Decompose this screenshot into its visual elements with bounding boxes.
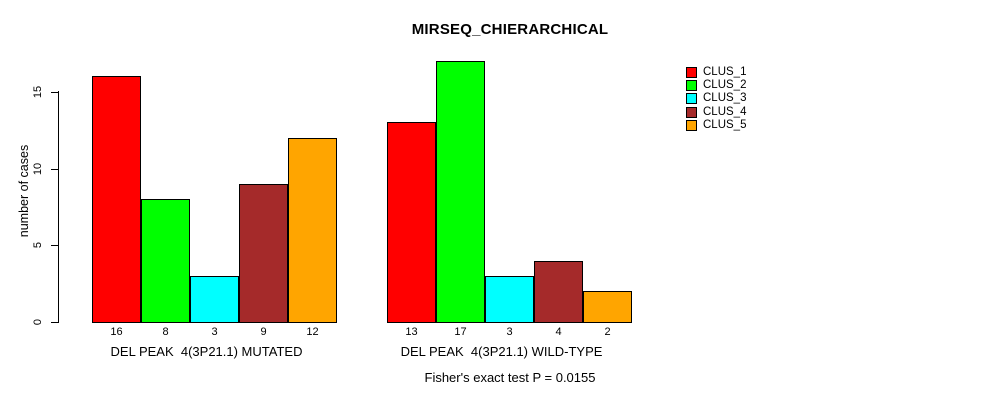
legend-label: CLUS_5 bbox=[703, 119, 747, 131]
bar-value-label: 3 bbox=[506, 326, 513, 338]
bar bbox=[436, 61, 485, 323]
bar-value-label: 8 bbox=[162, 326, 169, 338]
bar bbox=[534, 261, 583, 323]
bar bbox=[583, 291, 632, 323]
legend-swatch bbox=[686, 79, 697, 91]
legend-label: CLUS_4 bbox=[703, 106, 747, 118]
y-axis-tick bbox=[51, 92, 58, 93]
bar-value-label: 9 bbox=[260, 326, 267, 338]
bar-value-label: 12 bbox=[306, 326, 319, 338]
bar-value-label: 3 bbox=[211, 326, 218, 338]
chart-title: MIRSEQ_CHIERARCHICAL bbox=[411, 21, 609, 38]
legend-label: CLUS_1 bbox=[703, 66, 747, 78]
bar bbox=[92, 76, 141, 323]
legend-swatch bbox=[686, 106, 697, 118]
group-label: DEL PEAK 4(3P21.1) MUTATED bbox=[110, 344, 303, 359]
footnote: Fisher's exact test P = 0.0155 bbox=[424, 370, 596, 385]
bar-value-label: 16 bbox=[110, 326, 123, 338]
legend-item: CLUS_4 bbox=[686, 106, 746, 118]
legend-item: CLUS_1 bbox=[686, 66, 746, 78]
bar bbox=[190, 276, 239, 323]
bar-value-label: 2 bbox=[604, 326, 611, 338]
bar-value-label: 17 bbox=[454, 326, 467, 338]
legend-swatch bbox=[686, 66, 697, 78]
bar bbox=[288, 138, 337, 323]
legend-item: CLUS_2 bbox=[686, 79, 746, 91]
bar-value-label: 13 bbox=[405, 326, 418, 338]
legend-label: CLUS_2 bbox=[703, 79, 747, 91]
bar bbox=[141, 199, 190, 323]
y-axis-line bbox=[58, 91, 59, 323]
bar bbox=[239, 184, 288, 323]
legend-item: CLUS_3 bbox=[686, 92, 746, 104]
bar bbox=[387, 122, 436, 323]
bar bbox=[485, 276, 534, 323]
y-axis-tick bbox=[51, 169, 58, 170]
legend-item: CLUS_5 bbox=[686, 119, 746, 131]
legend-swatch bbox=[686, 119, 697, 131]
bar-value-label: 4 bbox=[555, 326, 562, 338]
y-axis-tick bbox=[51, 245, 58, 246]
legend-swatch bbox=[686, 92, 697, 104]
group-label: DEL PEAK 4(3P21.1) WILD-TYPE bbox=[400, 344, 603, 359]
legend-label: CLUS_3 bbox=[703, 92, 747, 104]
y-axis-tick bbox=[51, 322, 58, 323]
